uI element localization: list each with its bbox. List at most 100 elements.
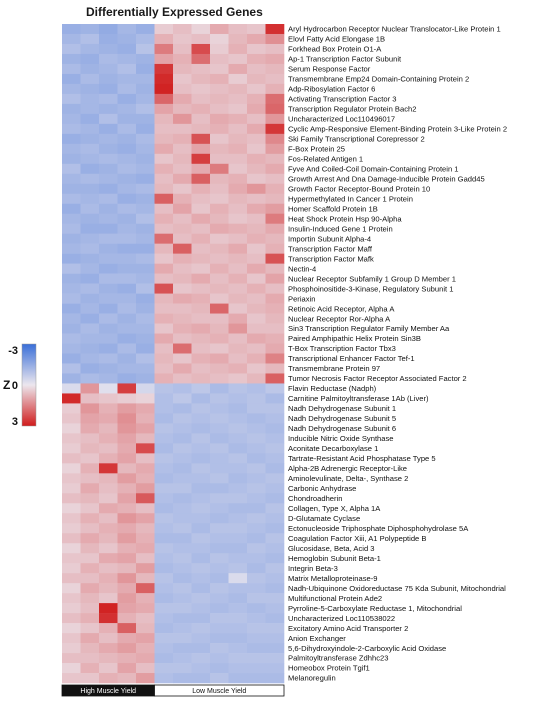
heatmap-cell	[173, 633, 192, 644]
heatmap-cell	[173, 413, 192, 424]
gene-label: Nadh Dehydrogenase Subunit 1	[288, 404, 396, 413]
heatmap-cell	[191, 223, 211, 234]
heatmap-cell	[154, 313, 174, 324]
heatmap-cell	[210, 93, 229, 105]
gene-label: Transcription Factor Mafk	[288, 254, 374, 263]
heatmap-cell	[154, 153, 174, 165]
heatmap-cell	[247, 523, 266, 534]
heatmap-cell	[173, 493, 192, 504]
heatmap-cell	[136, 133, 155, 145]
heatmap-cell	[173, 533, 192, 544]
gene-label: Insulin-Induced Gene 1 Protein	[288, 224, 393, 233]
gene-label: Nectin-4	[288, 264, 316, 273]
heatmap-cell	[117, 523, 137, 534]
heatmap-cell	[173, 133, 192, 145]
heatmap-cell	[191, 93, 211, 105]
heatmap-cell	[62, 593, 81, 604]
heatmap-cell	[191, 63, 211, 75]
heatmap-cell	[247, 613, 266, 624]
heatmap-cell	[173, 343, 192, 354]
heatmap-cell	[136, 613, 155, 624]
heatmap-cell	[136, 203, 155, 215]
heatmap-cell	[117, 43, 137, 55]
heatmap-cell	[265, 333, 285, 344]
heatmap-cell	[136, 653, 155, 664]
heatmap-cell	[80, 153, 100, 165]
heatmap-cell	[80, 233, 100, 244]
heatmap-cell	[62, 243, 81, 254]
gene-label: F-Box Protein 25	[288, 145, 345, 154]
heatmap-cell	[62, 463, 81, 474]
heatmap-cell	[80, 363, 100, 374]
heatmap-cell	[80, 323, 100, 334]
heatmap-cell	[62, 323, 81, 334]
heatmap-cell	[80, 243, 100, 254]
heatmap-cell	[228, 553, 248, 564]
heatmap-cell	[80, 53, 100, 65]
heatmap-cells	[62, 24, 285, 684]
heatmap-cell	[210, 83, 229, 95]
heatmap-cell	[154, 213, 174, 224]
heatmap-cell	[210, 353, 229, 364]
heatmap-cell	[247, 663, 266, 674]
heatmap-cell	[80, 293, 100, 304]
heatmap-cell	[191, 263, 211, 274]
heatmap-cell	[80, 333, 100, 344]
heatmap-cell	[154, 223, 174, 234]
heatmap-cell	[117, 633, 137, 644]
heatmap-cell	[191, 133, 211, 145]
heatmap-cell	[117, 463, 137, 474]
heatmap-cell	[154, 423, 174, 434]
heatmap-cell	[154, 253, 174, 264]
heatmap-cell	[173, 623, 192, 634]
heatmap-cell	[173, 373, 192, 384]
heatmap-cell	[265, 633, 285, 644]
gene-label: Activating Transcription Factor 3	[288, 95, 396, 104]
heatmap-cell	[136, 83, 155, 95]
heatmap-cell	[191, 253, 211, 264]
heatmap-cell	[99, 413, 118, 424]
heatmap-cell	[117, 513, 137, 524]
heatmap-cell	[80, 313, 100, 324]
heatmap-cell	[136, 413, 155, 424]
heatmap-cell	[191, 113, 211, 125]
heatmap-cell	[99, 573, 118, 584]
heatmap-cell	[117, 413, 137, 424]
heatmap-cell	[173, 193, 192, 205]
heatmap-cell	[117, 24, 137, 35]
heatmap-cell	[173, 643, 192, 654]
gene-label: Transcription Regulator Protein Bach2	[288, 105, 416, 114]
colorbar-label: Z	[3, 378, 10, 392]
heatmap-cell	[228, 83, 248, 95]
gene-label: Nuclear Receptor Subfamily 1 Group D Mem…	[288, 274, 456, 283]
heatmap-cell	[228, 583, 248, 594]
heatmap-cell	[191, 373, 211, 384]
heatmap-cell	[154, 103, 174, 115]
heatmap-cell	[154, 193, 174, 205]
heatmap-cell	[62, 513, 81, 524]
heatmap-cell	[117, 373, 137, 384]
heatmap-cell	[210, 483, 229, 494]
heatmap-cell	[173, 663, 192, 674]
heatmap-cell	[99, 43, 118, 55]
heatmap-cell	[136, 103, 155, 115]
heatmap-cell	[136, 473, 155, 484]
heatmap-cell	[136, 383, 155, 394]
heatmap-cell	[247, 133, 266, 145]
heatmap-cell	[265, 123, 285, 135]
heatmap-cell	[265, 143, 285, 155]
heatmap-cell	[228, 403, 248, 414]
heatmap-cell	[210, 523, 229, 534]
heatmap-cell	[247, 53, 266, 65]
heatmap-cell	[136, 553, 155, 564]
heatmap-cell	[228, 213, 248, 224]
heatmap-cell	[99, 543, 118, 554]
heatmap-cell	[62, 603, 81, 614]
heatmap-cell	[247, 273, 266, 284]
heatmap-cell	[80, 73, 100, 85]
heatmap-cell	[80, 383, 100, 394]
heatmap-cell	[62, 403, 81, 414]
gene-label: Carbonic Anhydrase	[288, 484, 356, 493]
heatmap-cell	[265, 103, 285, 115]
heatmap-cell	[99, 393, 118, 404]
